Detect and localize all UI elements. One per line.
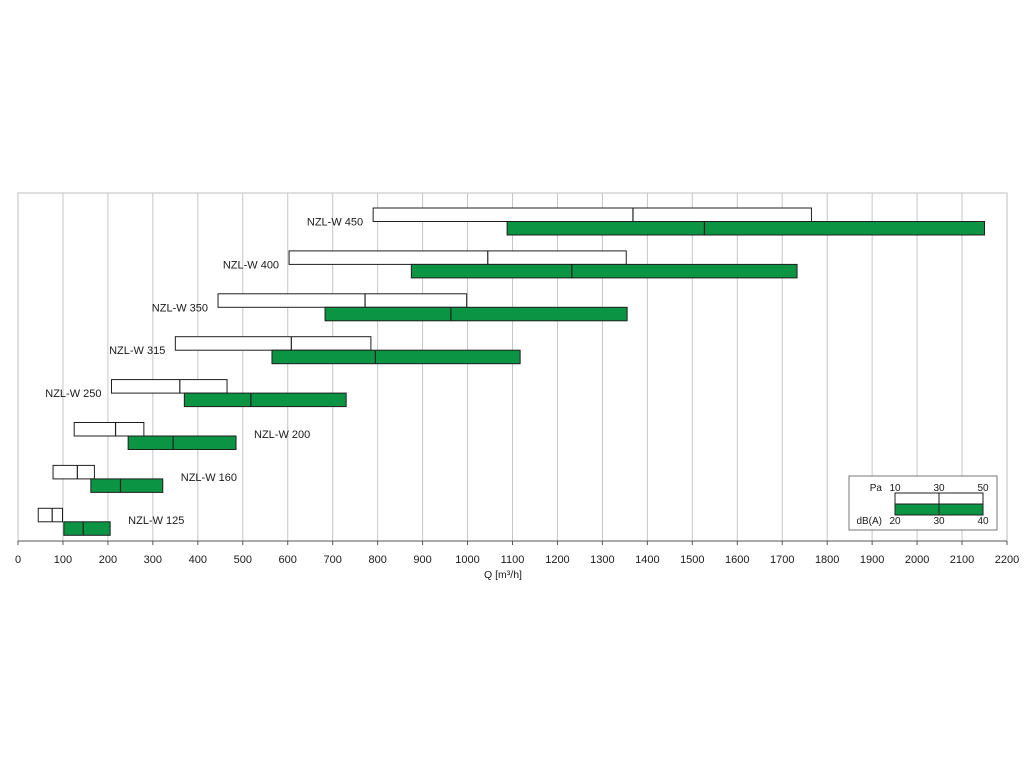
- series-label-nzl-w-315: NZL-W 315: [109, 345, 165, 357]
- legend-db-label: dB(A): [856, 516, 882, 527]
- series-nzl-w-250: [111, 379, 347, 408]
- nzl-w-250-db-bar: [183, 392, 347, 408]
- series-labels: NZL-W 450 NZL-W 400 NZL-W 350 NZL-W 315 NZL-…: [45, 217, 363, 527]
- x-axis: 0 100 200 300 400 500 600 700 800 900 1000 1100 1200…: [15, 540, 1019, 566]
- x-tick-label-700: 700: [324, 554, 342, 566]
- series-label-nzl-w-250: NZL-W 250: [45, 388, 101, 400]
- x-tick-label-0: 0: [15, 554, 21, 566]
- legend-pa-tick-10: 10: [889, 483, 901, 494]
- x-tick-label-2200: 2200: [995, 554, 1019, 566]
- x-tick-label-800: 800: [368, 554, 386, 566]
- x-tick-label-1700: 1700: [770, 554, 794, 566]
- series-nzl-w-315: [174, 336, 521, 365]
- legend-pa-tick-30: 30: [933, 483, 945, 494]
- series-nzl-w-350: [217, 293, 628, 322]
- nzl-w-160-pa-bar: [52, 464, 95, 480]
- x-tick-label-2000: 2000: [905, 554, 929, 566]
- x-tick-label-900: 900: [413, 554, 431, 566]
- x-tick-label-200: 200: [99, 554, 117, 566]
- x-tick-label-1900: 1900: [860, 554, 884, 566]
- x-tick-label-100: 100: [54, 554, 72, 566]
- x-tick-label-400: 400: [189, 554, 207, 566]
- series-nzl-w-160: [52, 464, 164, 493]
- nzl-w-350-pa-bar: [217, 293, 468, 308]
- series-label-nzl-w-400: NZL-W 400: [223, 259, 279, 271]
- nzl-w-450-db-bar: [506, 221, 986, 236]
- legend-pa-label: Pa: [870, 483, 883, 494]
- nzl-w-315-pa-bar: [174, 336, 372, 351]
- nzl-w-400-pa-bar: [288, 250, 627, 265]
- x-tick-label-1300: 1300: [590, 554, 614, 566]
- x-tick-label-2100: 2100: [950, 554, 974, 566]
- nzl-w-450-pa-bar: [372, 207, 812, 222]
- x-tick-label-300: 300: [144, 554, 162, 566]
- legend-pa-tick-50: 50: [977, 483, 989, 494]
- series-nzl-w-400: [288, 250, 798, 279]
- nzl-w-315-db-bar: [271, 349, 521, 365]
- nzl-w-125-pa-bar: [37, 507, 64, 523]
- x-tick-label-1800: 1800: [815, 554, 839, 566]
- nzl-w-125-db-bar: [63, 521, 111, 536]
- nzl-w-200-pa-bar: [73, 422, 145, 437]
- series-label-nzl-w-350: NZL-W 350: [152, 302, 208, 314]
- nzl-w-200-db-bar: [127, 435, 237, 450]
- x-tick-label-1600: 1600: [725, 554, 749, 566]
- x-tick-label-500: 500: [234, 554, 252, 566]
- nzl-w-400-db-bar: [410, 263, 798, 279]
- x-tick-label-1400: 1400: [635, 554, 659, 566]
- series-nzl-w-200: [73, 422, 237, 450]
- series-label-nzl-w-160: NZL-W 160: [181, 472, 237, 484]
- x-axis-label: Q [m³/h]: [484, 569, 522, 581]
- x-tick-label-600: 600: [279, 554, 297, 566]
- bars-layer: [37, 207, 986, 536]
- legend: Pa dB(A) 10 30 50 20 30 40: [848, 475, 998, 531]
- x-tick-label-1200: 1200: [545, 554, 569, 566]
- legend-db-tick-30: 30: [933, 516, 945, 527]
- series-nzl-w-450: [372, 207, 986, 236]
- legend-db-tick-40: 40: [977, 516, 989, 527]
- series-label-nzl-w-200: NZL-W 200: [254, 429, 310, 441]
- x-tick-label-1000: 1000: [455, 554, 479, 566]
- series-label-nzl-w-125: NZL-W 125: [128, 515, 184, 527]
- nzl-w-350-db-bar: [324, 306, 628, 322]
- series-label-nzl-w-450: NZL-W 450: [307, 217, 363, 229]
- legend-db-tick-20: 20: [889, 516, 901, 527]
- series-nzl-w-125: [37, 507, 111, 536]
- x-tick-label-1100: 1100: [501, 554, 525, 566]
- nzl-w-160-db-bar: [90, 478, 164, 493]
- nzl-w-250-pa-bar: [111, 379, 228, 394]
- x-tick-label-1500: 1500: [680, 554, 704, 566]
